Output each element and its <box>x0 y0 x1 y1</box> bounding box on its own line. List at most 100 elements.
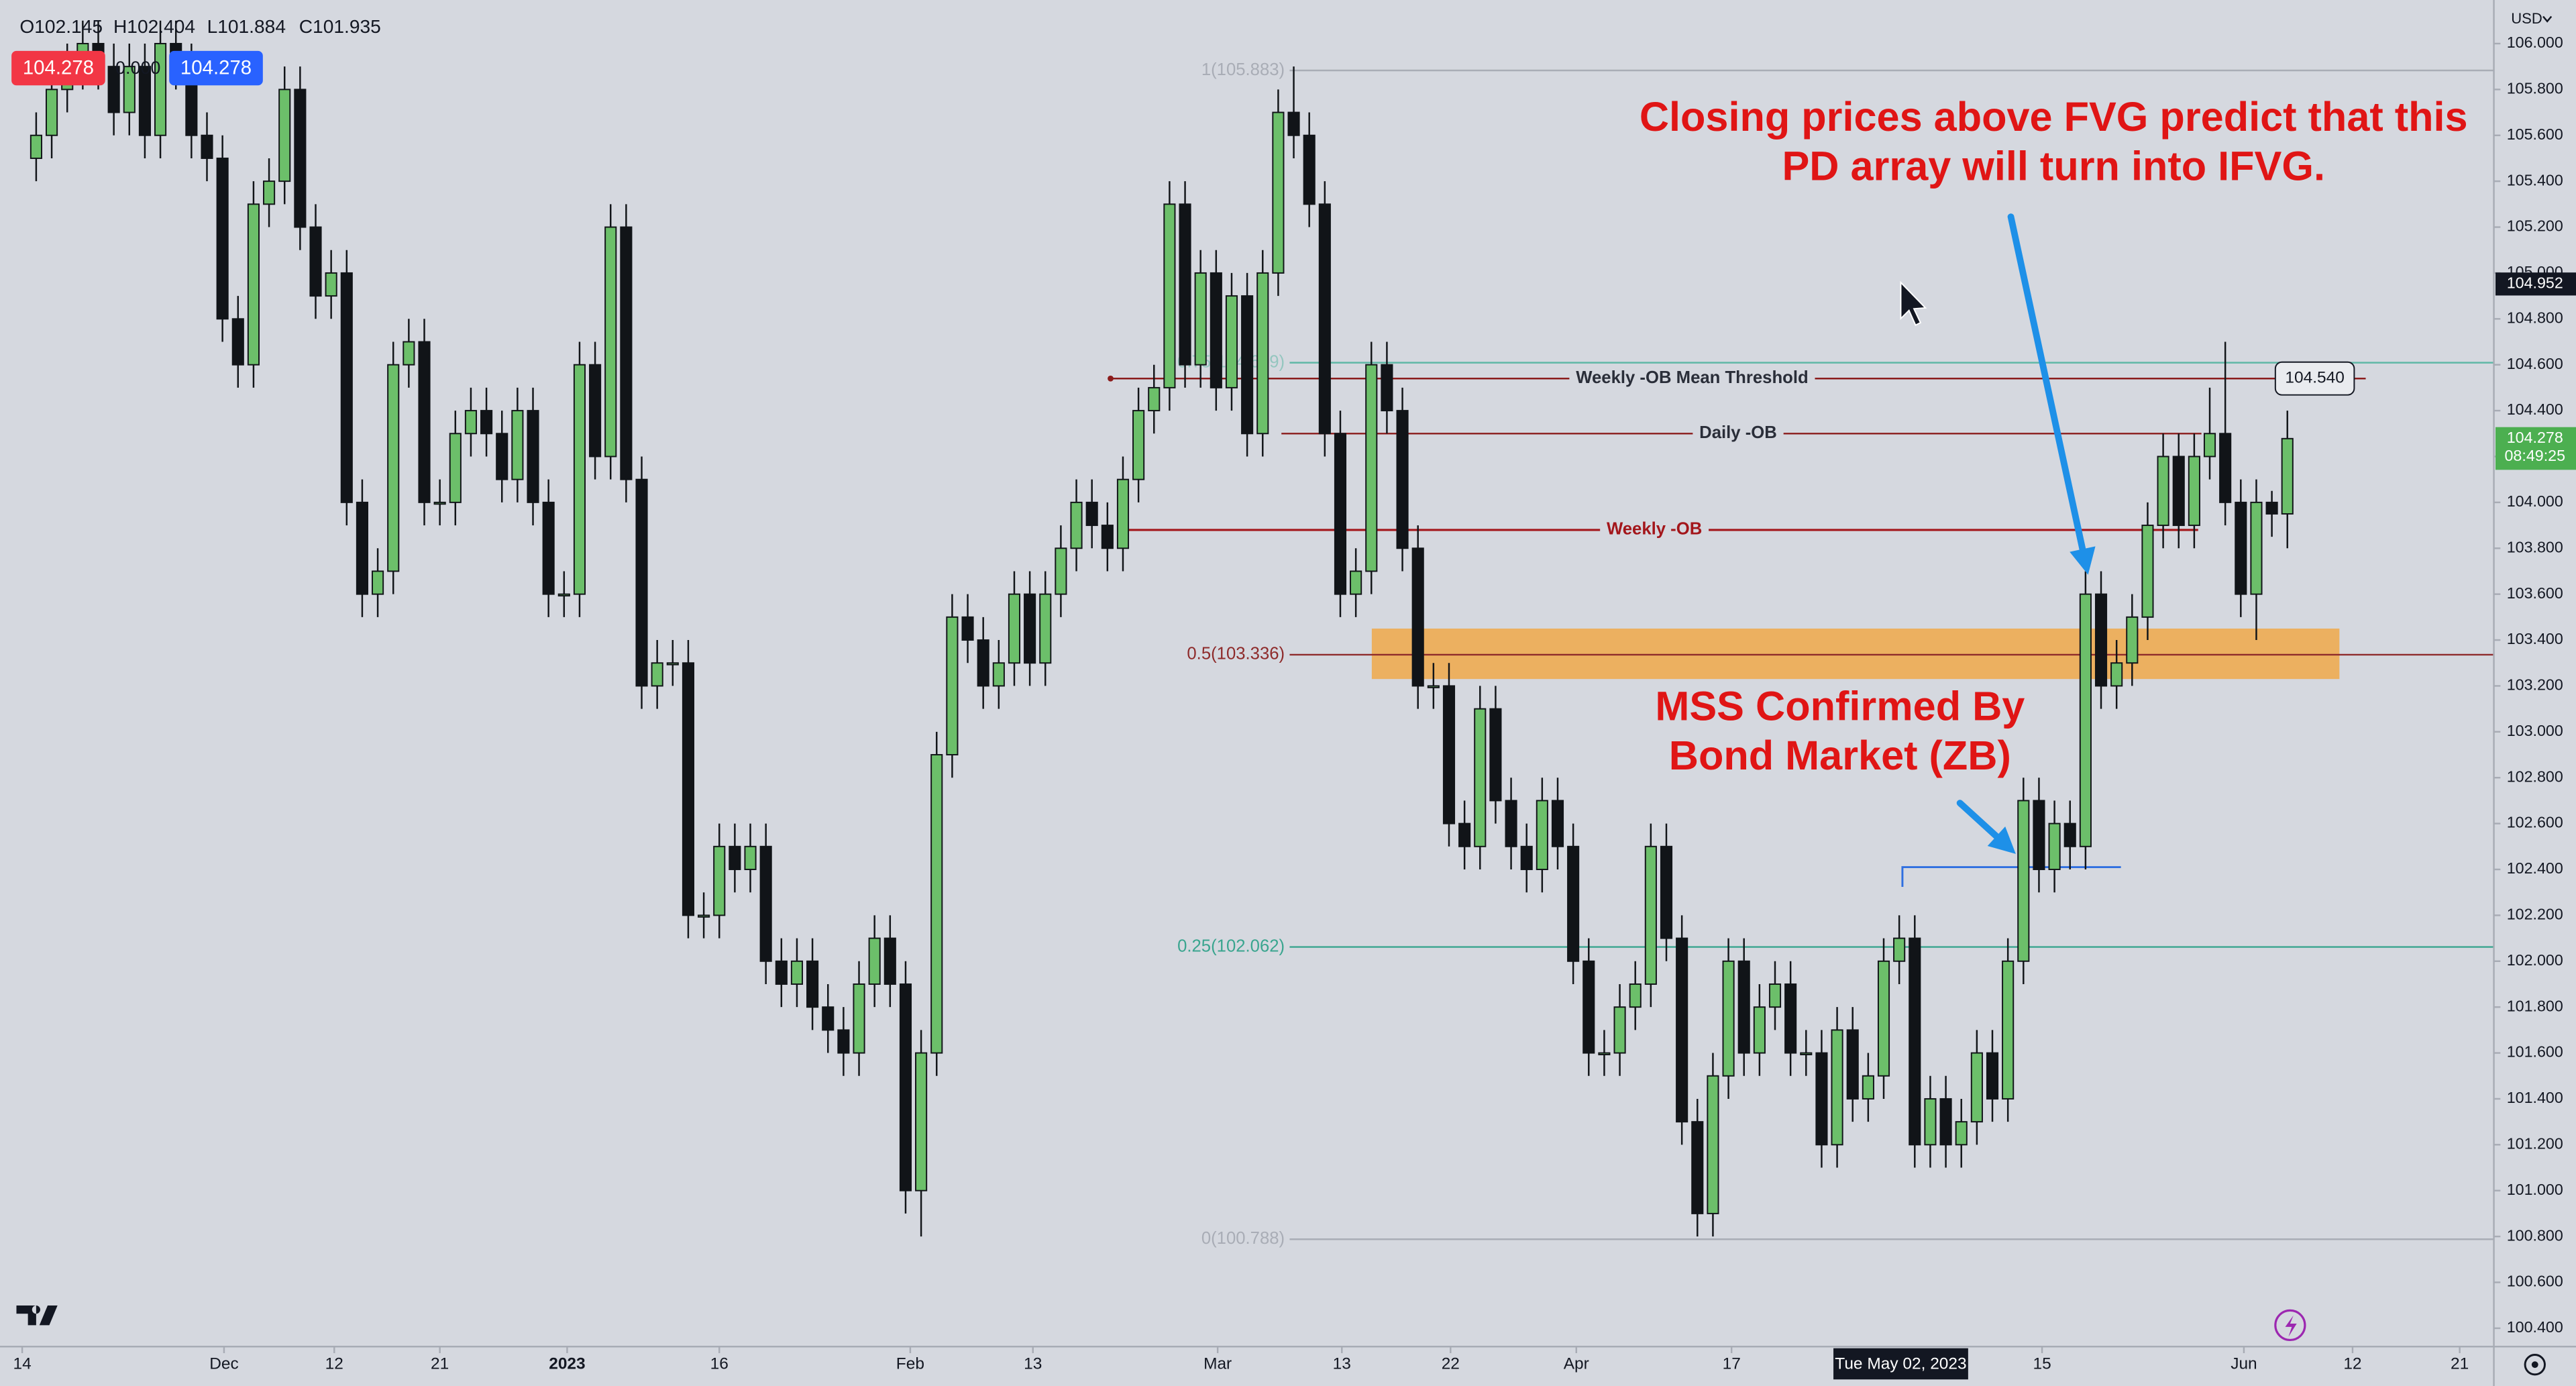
y-tick-label: 105.400 <box>2507 171 2563 189</box>
candle-body <box>2265 501 2278 515</box>
candle-body <box>542 501 555 595</box>
x-tick-label: 13 <box>1024 1355 1042 1373</box>
candle-body <box>1676 937 1688 1123</box>
replay-icon[interactable] <box>2274 1309 2306 1342</box>
candle-body <box>1691 1121 1704 1214</box>
candle-body <box>1442 685 1456 824</box>
y-tick-label: 106.000 <box>2507 34 2563 51</box>
sell-button[interactable] <box>11 50 105 86</box>
candle-body <box>744 845 757 870</box>
candle-body <box>1970 1052 1983 1123</box>
candle-body <box>790 960 804 985</box>
candle-body <box>402 341 415 366</box>
price-marker-label: 104.278 <box>2507 429 2563 446</box>
candle-body <box>2110 662 2123 687</box>
x-tick-label: 12 <box>325 1355 343 1373</box>
x-tick-label: 14 <box>13 1355 31 1373</box>
candle-body <box>325 272 337 297</box>
candle-body <box>387 364 400 572</box>
candle-body <box>1241 295 1254 435</box>
plot-area: 1(105.883)0.75(104.609)0.5(103.336)0.25(… <box>30 20 2494 1248</box>
candle-body <box>899 983 912 1191</box>
candle-body <box>946 616 959 755</box>
candle-body <box>1629 983 1642 1008</box>
x-tick-label: Jun <box>2231 1355 2257 1373</box>
annotation-text: PD array will turn into IFVG. <box>1782 143 2325 189</box>
ob-label-bg <box>1600 520 1709 540</box>
mouse-cursor <box>1900 280 1927 327</box>
currency[interactable]: USD <box>2511 10 2542 27</box>
candle-body <box>2126 616 2139 664</box>
candle-body <box>1846 1029 1859 1100</box>
candle-body <box>977 639 989 687</box>
x-tick-label: Mar <box>1203 1355 1232 1373</box>
candle-body <box>1909 937 1921 1146</box>
buy-button[interactable] <box>169 50 263 86</box>
candle-body <box>713 845 726 916</box>
candle-body <box>1070 501 1083 549</box>
crosshair-date-label: Tue May 02, 2023 <box>1835 1355 1966 1373</box>
candle-body <box>2017 800 2030 962</box>
candle-body <box>1318 203 1331 435</box>
candle-body <box>1520 845 1533 870</box>
candle-body <box>1893 937 1906 962</box>
candle-body <box>573 364 586 595</box>
candle-body <box>1194 272 1207 366</box>
annotation-text: MSS Confirmed By <box>1655 684 2025 729</box>
ob-label-bg <box>1693 423 1784 443</box>
ohlc-close: C101.935 <box>299 16 381 37</box>
candle-body <box>1722 960 1735 1077</box>
candle-body <box>883 937 896 985</box>
candle-body <box>1225 295 1238 388</box>
candle-body <box>1163 203 1176 388</box>
candle-body <box>992 662 1005 687</box>
candle-body <box>1427 685 1440 688</box>
candle-body <box>1613 1006 1626 1054</box>
y-tick-label: 100.800 <box>2507 1226 2563 1244</box>
y-tick-label: 102.400 <box>2507 859 2563 877</box>
candle-body <box>1707 1075 1719 1214</box>
candle-body <box>1784 983 1797 1054</box>
annotation-text: Closing prices above FVG predict that th… <box>1640 94 2468 140</box>
candle-body <box>666 662 679 665</box>
y-tick-label: 102.600 <box>2507 814 2563 831</box>
candle-body <box>868 937 881 985</box>
candle-body <box>1924 1098 1937 1146</box>
candle-body <box>1877 960 1890 1077</box>
candle-body <box>557 593 570 597</box>
candle-body <box>433 501 446 505</box>
x-tick-label: 21 <box>431 1355 449 1373</box>
fib-level-label: 0.5(103.336) <box>1187 645 1285 663</box>
settings-icon[interactable] <box>2524 1354 2546 1376</box>
x-tick-label: Apr <box>1564 1355 1589 1373</box>
y-tick-label: 103.000 <box>2507 722 2563 739</box>
overlay: 100.400 100.600 100.800 101.000 101.200 101.4… <box>13 34 2576 1380</box>
candle-body <box>1024 593 1036 664</box>
candle-body <box>2063 822 2076 847</box>
candle-body <box>759 845 772 962</box>
y-tick-label: 101.600 <box>2507 1043 2563 1061</box>
candle-body <box>1474 708 1487 847</box>
y-tick-label: 104.000 <box>2507 492 2563 510</box>
candle-body <box>2250 501 2263 595</box>
candle-body <box>216 157 229 320</box>
candle-body <box>1644 845 1657 985</box>
fib-level-label: 0(100.788) <box>1201 1229 1285 1248</box>
candle-body <box>2002 960 2015 1100</box>
candle-body <box>2281 437 2294 515</box>
x-tick-label: 22 <box>1442 1355 1460 1373</box>
candle-body <box>915 1052 928 1191</box>
candle-body <box>1862 1075 1874 1100</box>
candle-body <box>231 318 244 366</box>
x-tick-label: 12 <box>2343 1355 2361 1373</box>
y-tick-label: 102.800 <box>2507 767 2563 785</box>
candle-body <box>1272 111 1285 274</box>
candle-body <box>822 1006 835 1031</box>
candle-body <box>1598 1052 1611 1055</box>
candle-body <box>1955 1121 1968 1146</box>
spread: 0.000 <box>115 58 160 78</box>
candle-body <box>278 89 291 182</box>
fib-level-label: 0.25(102.062) <box>1177 937 1285 955</box>
